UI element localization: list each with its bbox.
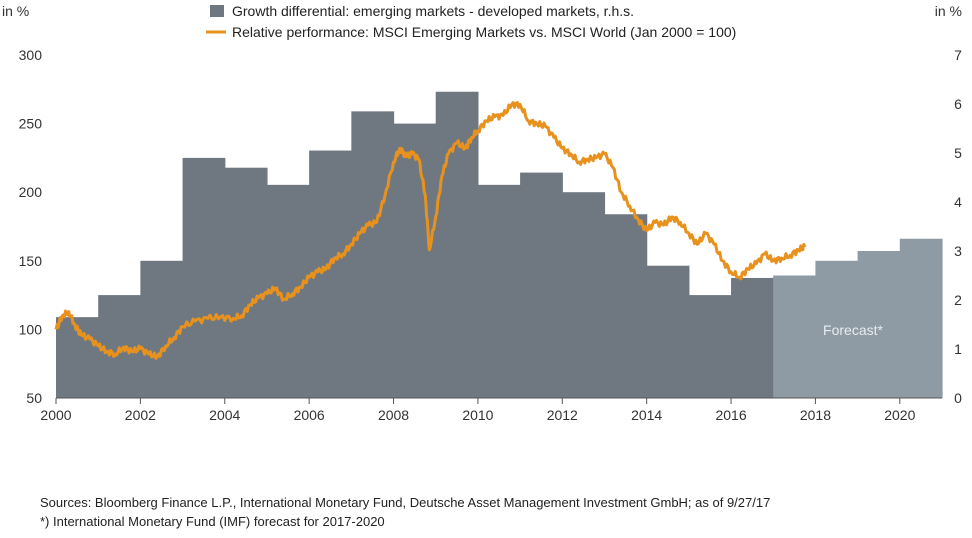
relative-performance-line (54, 101, 807, 360)
right-tick-5: 5 (954, 145, 962, 161)
bar-2010 (477, 184, 521, 398)
bar-2008 (393, 123, 437, 398)
x-tick-2004: 2004 (209, 407, 240, 423)
line-layer (54, 101, 807, 360)
right-tick-1: 1 (954, 341, 962, 357)
legend-bars-label: Growth differential: emerging markets - … (232, 3, 634, 19)
bar-2018-forecast (815, 260, 859, 398)
right-tick-4: 4 (954, 194, 962, 210)
left-tick-200: 200 (19, 184, 43, 200)
bar-2007 (351, 111, 395, 398)
left-tick-250: 250 (19, 116, 43, 132)
bars-layer (56, 91, 943, 398)
x-tick-2020: 2020 (884, 407, 915, 423)
sources-note: Sources: Bloomberg Finance L.P., Interna… (40, 495, 771, 510)
forecast-footnote: *) International Monetary Fund (IMF) for… (40, 514, 385, 529)
bar-2015 (688, 295, 732, 398)
bar-2020-forecast (899, 238, 943, 398)
legend-line-label: Relative performance: MSCI Emerging Mark… (232, 24, 736, 40)
x-tick-2002: 2002 (125, 407, 156, 423)
right-tick-7: 7 (954, 47, 962, 63)
right-axis: 7 6 5 4 3 2 1 0 (954, 47, 962, 406)
left-axis: 300 250 200 150 100 50 (19, 47, 43, 406)
forecast-label: Forecast* (823, 322, 883, 338)
left-tick-150: 150 (19, 253, 43, 269)
legend: Growth differential: emerging markets - … (206, 3, 736, 40)
bar-2002 (140, 260, 184, 398)
bar-2012 (562, 192, 606, 398)
x-tick-2008: 2008 (378, 407, 409, 423)
right-tick-0: 0 (954, 390, 962, 406)
right-tick-6: 6 (954, 96, 962, 112)
x-tick-2016: 2016 (715, 407, 746, 423)
x-axis: 2000 2002 2004 2006 2008 2010 2012 2014 2016 2018… (40, 398, 916, 423)
left-tick-50: 50 (26, 390, 42, 406)
bar-2004 (224, 167, 268, 398)
right-axis-unit: in % (935, 3, 962, 19)
legend-bar-swatch (210, 5, 224, 17)
x-tick-2006: 2006 (294, 407, 325, 423)
bar-2003 (182, 157, 226, 398)
x-tick-2010: 2010 (462, 407, 493, 423)
bar-2006 (309, 150, 352, 398)
right-tick-2: 2 (954, 292, 962, 308)
left-axis-unit: in % (2, 3, 29, 19)
x-tick-2012: 2012 (547, 407, 578, 423)
left-tick-100: 100 (19, 321, 43, 337)
x-tick-2014: 2014 (631, 407, 662, 423)
left-tick-300: 300 (19, 47, 43, 63)
bar-2013 (604, 214, 648, 398)
bar-2016 (731, 277, 774, 398)
bar-2011 (520, 172, 563, 398)
bar-2014 (646, 265, 690, 398)
x-tick-2000: 2000 (40, 407, 71, 423)
right-tick-3: 3 (954, 243, 962, 259)
x-tick-2018: 2018 (800, 407, 831, 423)
bar-2017-forecast (773, 275, 817, 398)
bar-2019-forecast (857, 251, 901, 398)
